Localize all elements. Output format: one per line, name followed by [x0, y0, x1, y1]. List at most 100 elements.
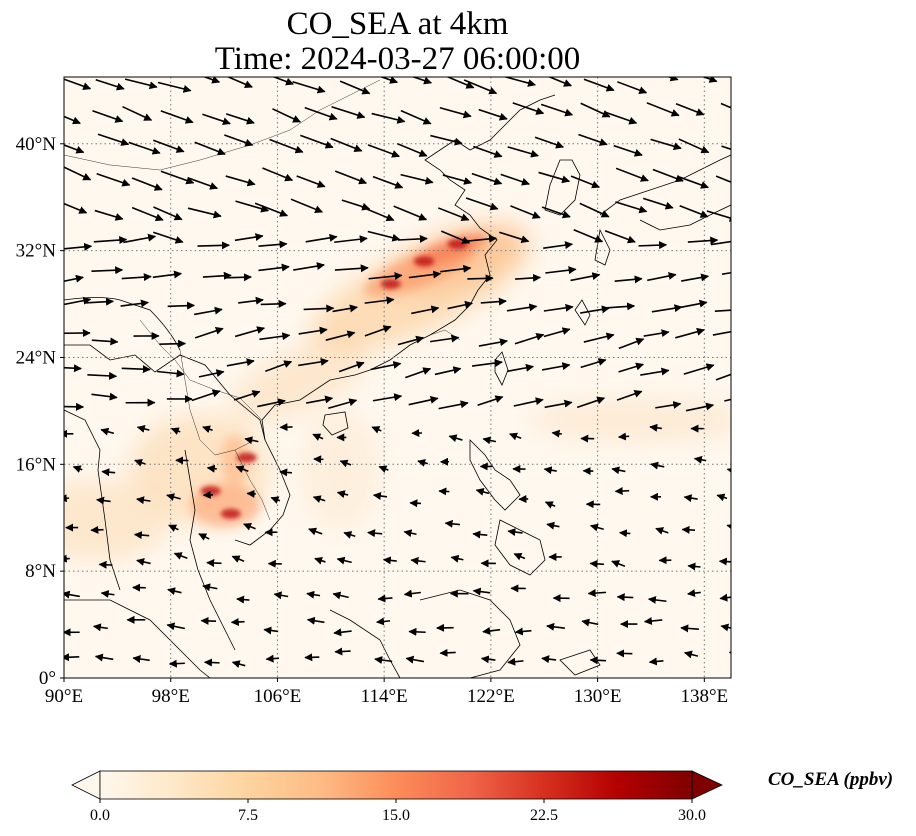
wind-arrow [96, 496, 111, 505]
wind-arrow [64, 166, 92, 181]
wind-arrow [97, 133, 130, 146]
wind-arrow [339, 459, 352, 468]
plume-hotspot [236, 452, 257, 463]
wind-arrow [272, 108, 301, 123]
wind-arrow [306, 590, 321, 599]
wind-arrow [166, 622, 186, 631]
wind-arrow [374, 656, 393, 665]
wind-arrow [510, 205, 541, 219]
wind-arrow [403, 529, 417, 538]
wind-arrow [372, 393, 403, 402]
wind-arrow [715, 373, 731, 381]
wind-arrow [368, 272, 403, 281]
wind-arrow [233, 390, 261, 401]
wind-arrow [336, 490, 349, 499]
wind-arrow [442, 174, 473, 185]
wind-arrow [64, 202, 88, 214]
wind-arrow [194, 327, 224, 339]
wind-arrow [271, 77, 294, 86]
wind-arrow [538, 171, 571, 184]
wind-arrow [224, 134, 254, 147]
wind-arrow [397, 335, 425, 346]
wind-arrow [238, 296, 264, 305]
wind-arrow [643, 616, 663, 625]
wind-arrow [121, 365, 151, 374]
wind-arrow [157, 81, 192, 93]
wind-arrow [87, 371, 118, 380]
wind-arrow [334, 235, 368, 244]
lon-tick-label: 98°E [152, 686, 190, 707]
wind-arrow [679, 205, 709, 218]
wind-arrow [231, 660, 246, 668]
wind-arrow [168, 659, 185, 668]
wind-arrow [706, 210, 731, 222]
map-frame [63, 76, 732, 679]
wind-arrow [98, 560, 113, 569]
wind-arrow [334, 264, 369, 273]
wind-arrow [367, 230, 401, 242]
wind-arrow [430, 134, 463, 146]
lat-tick-label: 8°N [25, 561, 56, 582]
wind-arrow [120, 299, 149, 308]
wind-arrow [124, 78, 158, 90]
wind-arrow [132, 655, 150, 663]
plume-hotspot [414, 256, 435, 267]
wind-arrow [655, 401, 682, 409]
wind-arrow [292, 80, 326, 94]
wind-arrow [681, 525, 696, 534]
wind-arrow [551, 429, 562, 438]
wind-arrow [718, 557, 731, 566]
wind-arrow [409, 499, 422, 508]
wind-arrow [615, 167, 649, 182]
wind-arrow [649, 423, 662, 432]
wind-arrow [701, 77, 718, 83]
wind-arrow [472, 530, 488, 539]
wind-arrow [341, 199, 371, 211]
wind-arrow [84, 297, 114, 306]
lon-tick-label: 138°E [680, 686, 728, 707]
wind-arrow [378, 465, 389, 473]
lat-tick-label: 0° [39, 668, 56, 689]
wind-arrow [133, 531, 150, 540]
wind-arrow [638, 241, 668, 250]
wind-arrow [480, 297, 507, 306]
wind-arrow [438, 400, 469, 410]
wind-arrow [721, 145, 731, 151]
wind-arrow [546, 622, 565, 631]
wind-arrow [203, 658, 220, 667]
wind-arrow [589, 656, 607, 665]
wind-arrow [314, 556, 326, 565]
wind-arrow [303, 304, 335, 313]
lon-axis-ticks: 90°E 98°E 106°E 114°E 122°E 130°E 138°E [45, 678, 728, 707]
wind-arrow [312, 495, 326, 503]
wind-arrow [259, 332, 291, 341]
wind-arrow [438, 487, 450, 496]
wind-arrow [90, 525, 104, 534]
wind-arrow [473, 145, 503, 158]
wind-arrow [611, 560, 626, 568]
wind-arrow [408, 395, 439, 406]
wind-arrow [683, 363, 715, 375]
wind-arrow [224, 273, 252, 282]
colorbar-tick-label: 30.0 [678, 807, 706, 824]
wind-arrow [546, 521, 560, 530]
wind-arrow [234, 233, 264, 242]
wind-arrow [160, 110, 194, 124]
wind-arrow [371, 112, 406, 124]
wind-arrow [726, 523, 731, 532]
wind-arrow [444, 519, 460, 528]
wind-arrow [393, 205, 428, 221]
wind-arrow [544, 399, 573, 409]
wind-arrow [123, 233, 157, 244]
wind-arrow [95, 79, 125, 91]
wind-arrow [589, 523, 604, 532]
wind-arrow [308, 527, 323, 536]
wind-arrow [372, 492, 388, 500]
wind-arrow [604, 230, 636, 244]
wind-arrow [372, 175, 404, 189]
wind-arrow [153, 231, 184, 244]
wind-arrow [651, 304, 683, 313]
wind-arrow [296, 175, 326, 188]
wind-arrow [64, 364, 82, 373]
wind-arrow [509, 432, 522, 441]
